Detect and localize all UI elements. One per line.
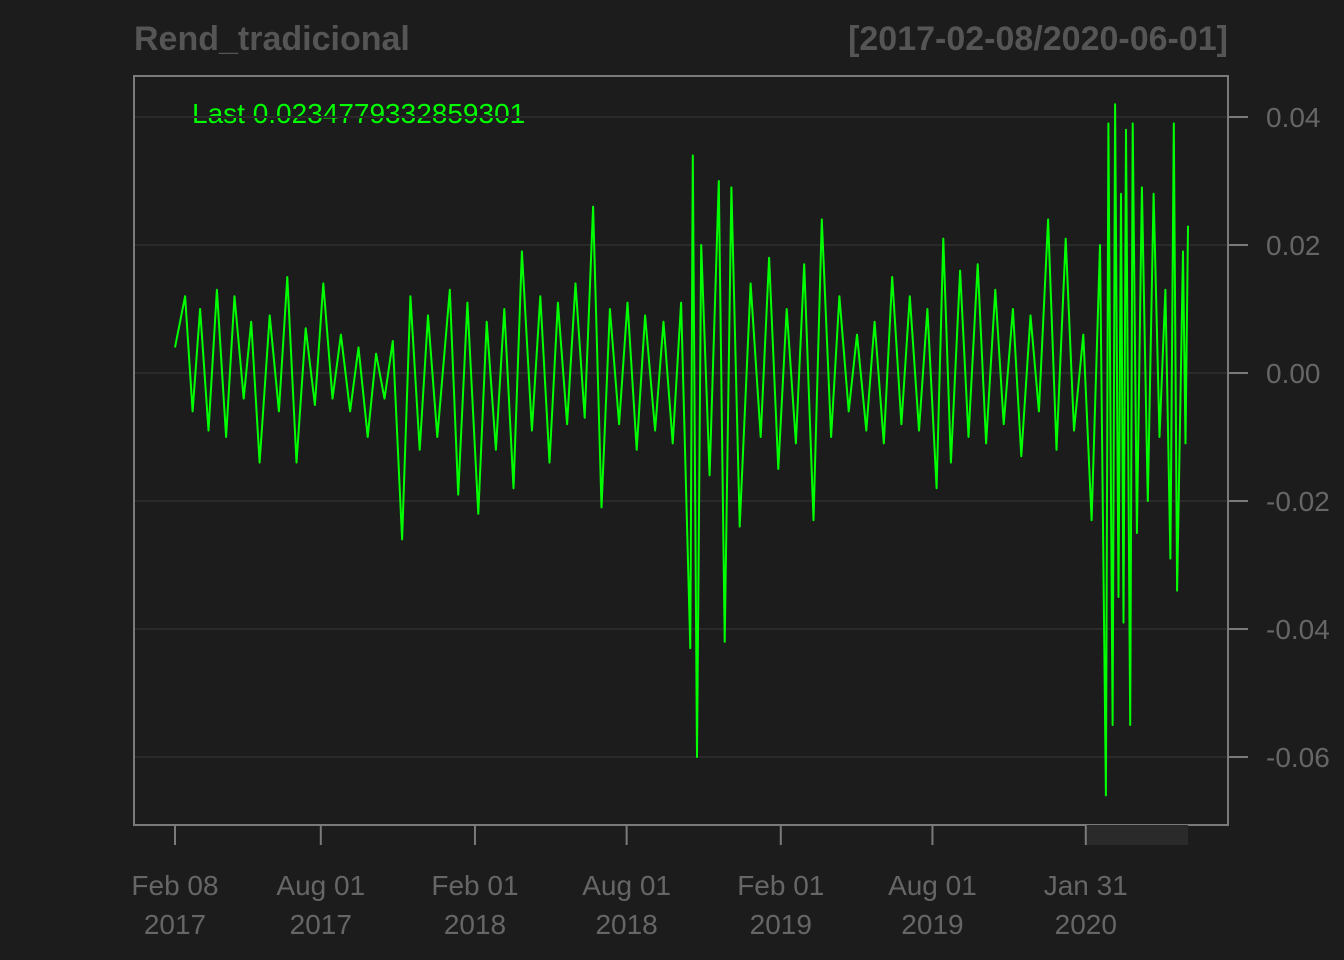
y-tick-label: -0.04 — [1266, 614, 1330, 645]
x-axis: Feb 08 2017 Aug 01 2017 Feb 01 2018 Aug 01 2018… — [131, 824, 1188, 940]
last-value-label: Last 0.0234779332859301 — [192, 98, 526, 129]
series-line — [174, 103, 1189, 797]
x-tick-label-year: 2017 — [144, 909, 206, 940]
x-tick-label-year: 2017 — [290, 909, 352, 940]
chart-title: Rend_tradicional — [134, 20, 410, 58]
x-tick-label-month: Aug 01 — [276, 870, 365, 901]
y-tick-label: -0.06 — [1266, 742, 1330, 773]
y-axis: 0.04 0.02 0.00 -0.02 -0.04 -0.06 — [1228, 102, 1330, 773]
x-tick-label-month: Aug 01 — [888, 870, 977, 901]
x-tick-label-month: Aug 01 — [582, 870, 671, 901]
x-tick-label-month: Feb 01 — [737, 870, 824, 901]
y-tick-label: -0.02 — [1266, 486, 1330, 517]
x-tick-label-year: 2020 — [1055, 909, 1117, 940]
date-range-label: [2017-02-08/2020-06-01] — [848, 20, 1228, 58]
x-tick-label-year: 2019 — [750, 909, 812, 940]
x-tick-label-year: 2019 — [901, 909, 963, 940]
x-tick-label-month: Feb 01 — [431, 870, 518, 901]
x-tick-label-month: Jan 31 — [1044, 870, 1128, 901]
x-tick-label-month: Feb 08 — [131, 870, 218, 901]
x-tick-label-year: 2018 — [444, 909, 506, 940]
y-tick-label: 0.04 — [1266, 102, 1321, 133]
x-axis-band-highlight — [1085, 825, 1188, 845]
y-tick-label: 0.02 — [1266, 230, 1321, 261]
y-tick-label: 0.00 — [1266, 358, 1321, 389]
x-tick-label-year: 2018 — [595, 909, 657, 940]
x-axis-band — [175, 825, 1086, 845]
